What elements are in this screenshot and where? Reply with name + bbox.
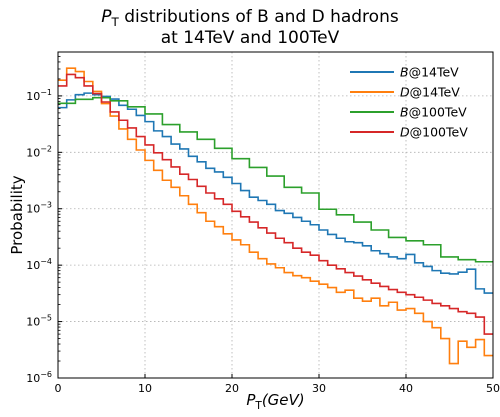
y-axis-ticks: 10−6 10−5 10−4 10−3 10−2 10−1 [26,56,62,385]
y-tick-label: 10−3 [26,201,52,216]
plot-frame [57,51,494,379]
series-line-b-14tev [58,92,493,294]
x-tick-label: 40 [399,382,413,395]
x-tick-label: 10 [138,382,152,395]
legend-label: B@14TeV [400,65,459,80]
x-tick-label: 30 [312,382,326,395]
x-tick-label: 50 [486,382,500,395]
chart-title-line-2: at 14TeV and 100TeV [161,28,340,48]
x-axis-label-text: PT(GeV) [246,391,304,412]
x-tick-label: 20 [225,382,239,395]
legend-label: D@14TeV [400,85,460,100]
y-tick-label: 10−5 [26,314,52,329]
x-tick-label: 0 [55,382,62,395]
series-lines [58,67,493,365]
legend-label: B@100TeV [400,105,467,120]
y-axis-label: Probability [8,175,26,254]
series-line-b-100tev [58,96,493,263]
x-axis-ticks: 0 10 20 30 40 50 [55,374,500,395]
x-axis-label: PT(GeV) [246,391,304,412]
y-tick-label: 10−6 [26,370,52,385]
legend: B@14TeV D@14TeV B@100TeV D@100TeV [350,65,468,140]
series-line-d-14tev [58,67,493,365]
y-tick-label: 10−4 [26,257,52,272]
series-line-d-100tev [58,73,493,335]
legend-label: D@100TeV [400,125,468,140]
y-tick-label: 10−1 [26,88,52,103]
chart-title-line-1: PT distributions of B and D hadrons [101,7,399,29]
y-tick-label: 10−2 [26,144,52,159]
